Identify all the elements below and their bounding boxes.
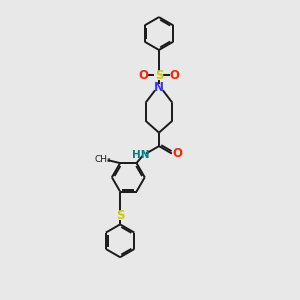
Text: O: O <box>138 69 148 82</box>
Text: O: O <box>173 147 183 160</box>
Text: S: S <box>116 209 124 222</box>
Text: CH₃: CH₃ <box>95 155 111 164</box>
Text: N: N <box>154 81 164 94</box>
Text: HN: HN <box>132 150 149 160</box>
Text: S: S <box>155 69 163 82</box>
Text: O: O <box>169 69 179 82</box>
